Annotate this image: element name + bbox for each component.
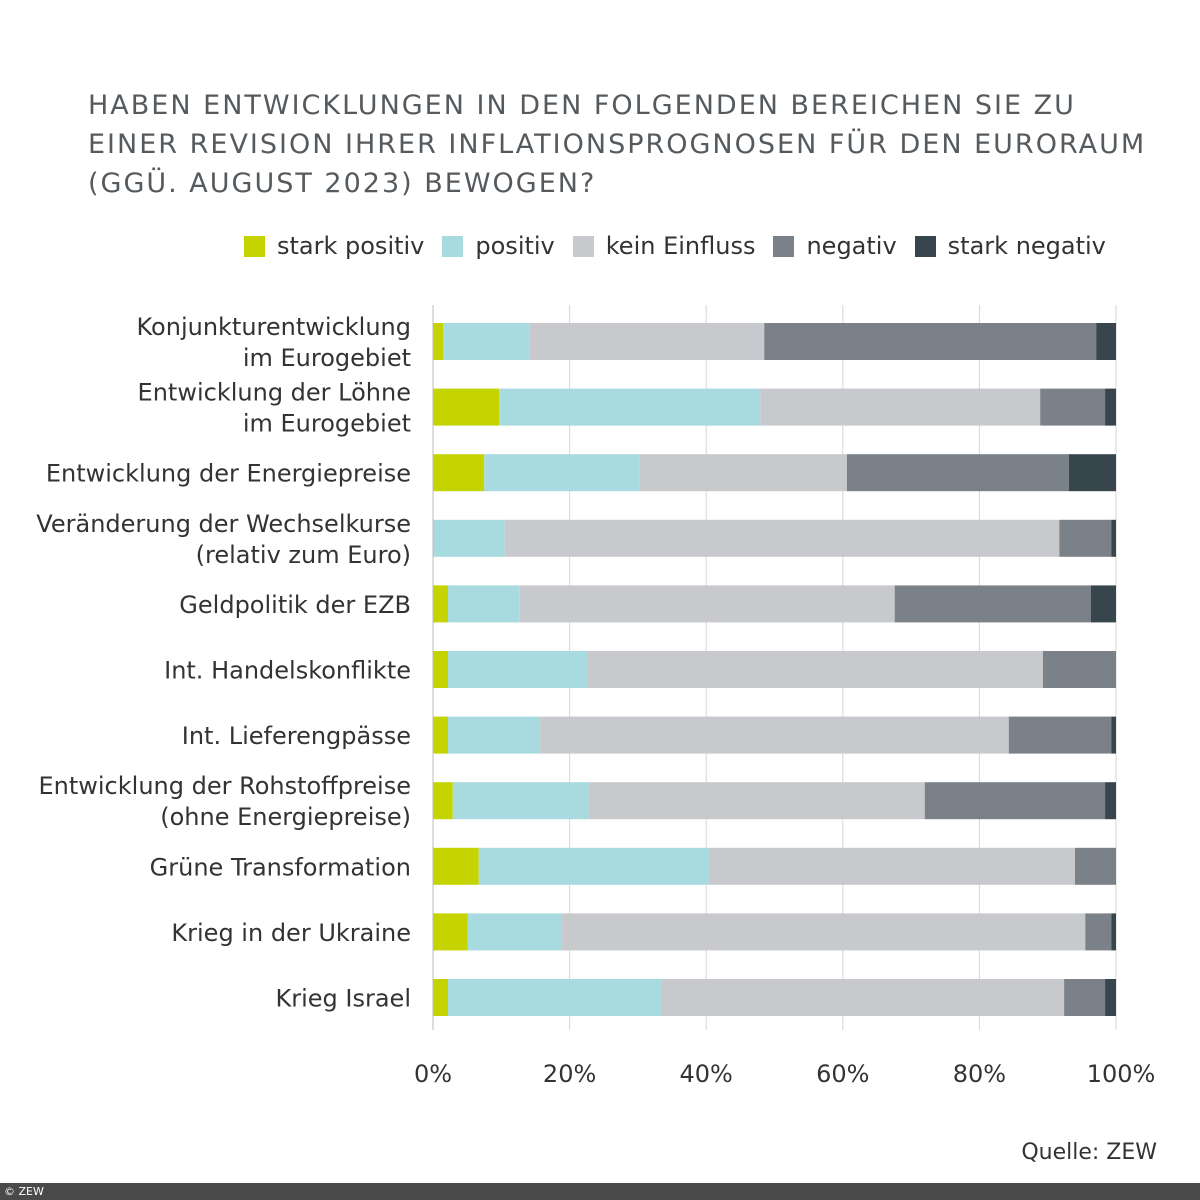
bar-segment [1111,716,1116,754]
source-note: Quelle: ZEW [1021,1140,1157,1165]
legend-item: kein Einfluss [572,232,756,260]
legend-swatch [773,235,795,257]
bar-segment [433,585,449,623]
legend-item: stark positiv [244,232,424,260]
bar-segment [846,454,1069,492]
x-tick-label: 80% [953,1060,1006,1088]
category-label: Veränderung der Wechselkurse [36,510,411,538]
bar-segment [1064,979,1106,1016]
legend-item: negativ [773,232,897,260]
legend-label: stark positiv [277,232,425,260]
bar-segment [443,323,530,360]
category-label: Entwicklung der Rohstoffpreise [38,772,411,800]
bar-segment [760,388,1041,426]
bar-segment [433,388,500,426]
bar-segment [639,454,847,492]
bar-segment [433,454,485,492]
bar-segment [452,782,589,820]
legend-item: positiv [442,232,555,260]
bar-segment [1096,323,1116,360]
bar-segment [433,847,479,885]
bar-segment [1105,979,1116,1016]
bar-segment [433,979,449,1016]
category-label: Konjunkturentwicklung [137,313,412,341]
bar-segment [924,782,1106,820]
bar-segment [1111,913,1116,951]
category-label: Geldpolitik der EZB [179,591,411,619]
category-label: Int. Handelskonflikte [164,657,411,685]
bar-segment [1042,651,1116,688]
bar-segment [519,585,895,623]
bar-segment [529,323,765,360]
category-label: im Eurogebiet [243,410,411,438]
bar-segment [484,454,640,492]
category-label: Entwicklung der Energiepreise [46,460,411,488]
bar-segment [433,716,449,754]
bar-segment [588,651,1043,688]
bar-segment [894,585,1091,623]
bar-segment [1008,716,1112,754]
bar-segment [661,979,1065,1016]
copyright-footer: © ZEW [0,1183,1200,1200]
bar-segment [1059,519,1112,557]
bar-segment [448,716,541,754]
bar-segment [588,782,925,820]
bar-segment [433,519,505,557]
bar-segment [467,913,563,951]
chart-title: Haben Entwicklungen in den folgenden Ber… [88,90,1147,199]
legend: stark positiv positiv kein Einfluss negativ… [244,232,1124,260]
category-label: (relativ zum Euro) [196,541,411,569]
x-tick-label: 20% [543,1060,596,1088]
legend-swatch [572,235,594,257]
bar-segment [504,519,1060,557]
category-label: Krieg Israel [276,985,412,1013]
bar-segment [1075,847,1116,885]
bar-segment [448,979,662,1016]
legend-item: stark negativ [914,232,1106,260]
bar-segment [1085,913,1112,951]
category-label: Krieg in der Ukraine [171,919,411,947]
bar-segment [1090,585,1116,623]
bar-segment [1068,454,1116,492]
legend-label: negativ [806,232,897,260]
legend-label: kein Einfluss [605,232,756,260]
x-tick-label: 40% [680,1060,733,1088]
bar-segment [433,651,449,688]
bar-segment [764,323,1097,360]
bar-segment [448,651,589,688]
legend-label: positiv [475,232,555,260]
bar-segment [433,782,453,820]
bar-segment [433,913,468,951]
bar-segment [448,585,520,623]
bar-segment [1040,388,1106,426]
category-label: Grüne Transformation [150,853,411,881]
legend-label: stark negativ [947,232,1106,260]
bar-segment [433,323,444,360]
legend-swatch [244,235,265,257]
category-label: (ohne Energiepreise) [160,803,411,831]
bar-segment [562,913,1086,951]
bar-segment [708,847,1076,885]
bar-segment [540,716,1009,754]
legend-swatch [914,235,936,257]
x-tick-label: 0% [414,1060,452,1088]
legend-swatch [442,235,464,257]
x-tick-label: 60% [816,1060,869,1088]
bar-segment [499,388,761,426]
category-label: Int. Lieferengpässe [182,722,411,750]
bar-segment [478,847,709,885]
bar-segment [1105,388,1116,426]
category-label: Entwicklung der Löhne [138,379,411,407]
bar-segment [1111,519,1116,557]
category-label: im Eurogebiet [243,344,411,372]
bar-segment [1105,782,1116,820]
x-tick-label: 100% [1087,1060,1156,1088]
